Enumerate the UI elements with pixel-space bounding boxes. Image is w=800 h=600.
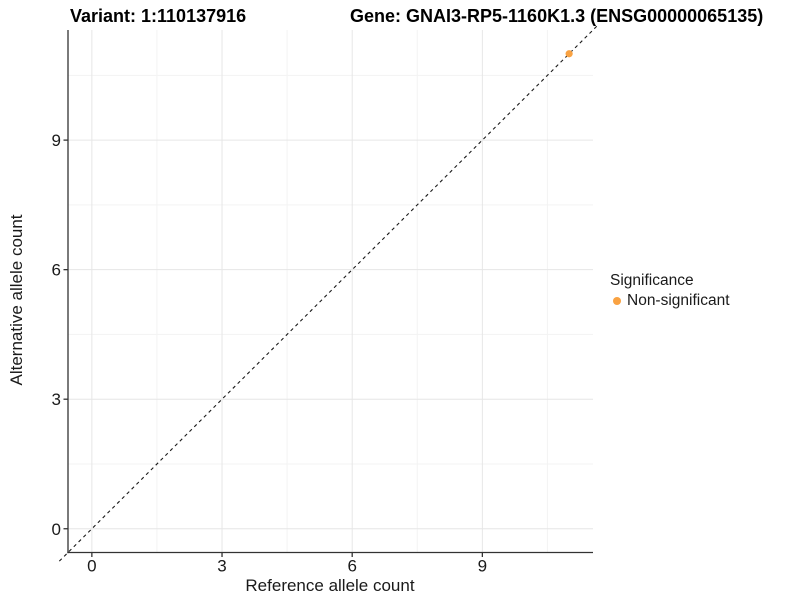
plot-panel: 0 3 6 9 0 3 6 9 bbox=[52, 25, 598, 576]
y-tick-label: 0 bbox=[52, 520, 61, 539]
y-axis-title: Alternative allele count bbox=[7, 214, 26, 385]
x-tick-label: 6 bbox=[347, 557, 356, 576]
gene-title: Gene: GNAI3-RP5-1160K1.3 (ENSG0000006513… bbox=[350, 6, 764, 26]
x-tick-label: 9 bbox=[478, 557, 487, 576]
legend-item-non-significant: Non-significant bbox=[610, 292, 730, 310]
x-axis-title: Reference allele count bbox=[245, 576, 414, 595]
y-tick-label: 3 bbox=[52, 390, 61, 409]
legend-title: Significance bbox=[610, 272, 694, 289]
variant-title: Variant: 1:110137916 bbox=[70, 6, 247, 26]
x-tick-label: 3 bbox=[217, 557, 226, 576]
legend-point-icon bbox=[613, 297, 621, 305]
identity-line bbox=[58, 25, 598, 562]
y-tick-label: 6 bbox=[52, 261, 61, 280]
x-tick-label: 0 bbox=[87, 557, 96, 576]
legend: Significance Non-significant bbox=[610, 272, 730, 310]
legend-item-label: Non-significant bbox=[627, 292, 730, 309]
data-point bbox=[565, 50, 573, 58]
y-tick-label: 9 bbox=[52, 131, 61, 150]
